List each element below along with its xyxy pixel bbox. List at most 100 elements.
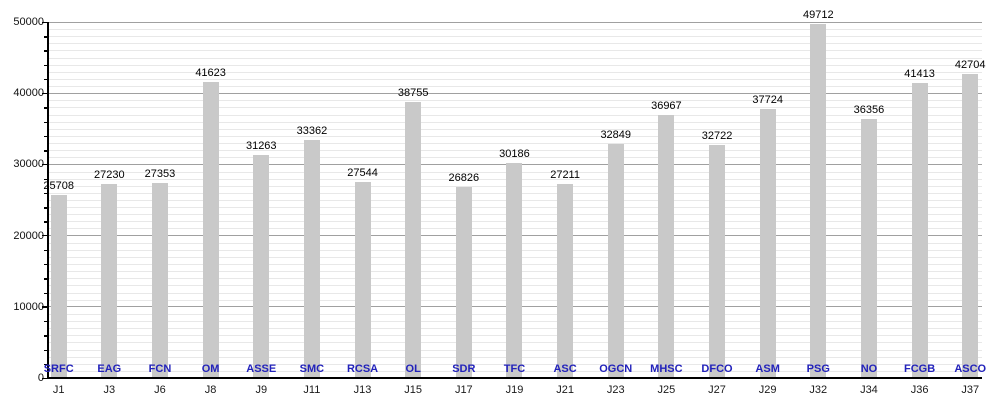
bar [151,183,168,378]
minor-gridline [48,143,982,145]
y-axis-label: 10000 [13,300,44,313]
bar-value-label: 31263 [245,140,277,153]
bar-team-label: TFC [503,363,526,375]
y-axis-minor-tick [44,264,48,266]
y-axis-major-tick [42,306,48,308]
x-axis-label: J8 [204,384,217,396]
y-axis-major-tick [42,92,48,95]
minor-gridline [48,64,982,66]
x-axis-label: J27 [708,384,726,396]
x-axis-label: J11 [303,384,321,396]
y-axis-major-tick [42,377,48,379]
x-axis-label: J36 [910,384,929,396]
bar-team-label: RCSA [346,363,379,375]
y-axis-major-tick [42,235,48,237]
x-axis-label: J13 [353,384,372,396]
y-axis-label: 50000 [13,16,44,28]
y-axis-minor-tick [44,349,48,351]
minor-gridline [48,150,982,152]
bar [253,155,270,378]
bar-value-label: 27211 [550,169,580,182]
y-axis-minor-tick [44,221,48,223]
bar-team-label: ASSE [246,363,277,375]
bar [911,83,928,378]
minor-gridline [48,86,982,88]
minor-gridline [48,78,982,80]
x-axis-label: J1 [52,384,65,396]
bar-value-label: 41623 [195,66,226,79]
x-axis [48,376,982,379]
minor-gridline [48,100,982,102]
y-axis-major-tick [42,21,48,23]
bar-value-label: 27544 [347,166,378,179]
bar [303,140,320,378]
bar-team-label: ASM [755,363,780,375]
major-gridline [48,92,982,94]
minor-gridline [48,121,982,123]
x-axis-label: J17 [454,384,473,396]
x-axis-label: J3 [103,384,116,396]
bar-team-label: SRFC [43,363,74,375]
bar-team-label: DFCO [701,363,733,375]
y-axis [47,22,49,378]
bar-value-label: 30186 [499,148,530,161]
y-axis-label: 0 [37,372,44,384]
x-axis-label: J9 [255,384,268,396]
bar-team-label: OL [405,363,421,375]
minor-gridline [48,36,982,38]
x-axis-label: J6 [154,384,166,396]
bar [50,194,67,378]
bar-team-label: EAG [97,363,122,375]
x-axis-label: J15 [404,384,423,396]
x-axis-label: J21 [556,384,574,396]
minor-gridline [48,43,982,45]
bar-value-label: 36356 [853,104,885,117]
bar-value-label: 36967 [651,99,682,112]
x-axis-label: J23 [606,384,625,396]
y-axis-minor-tick [44,335,48,337]
bar [607,144,624,378]
bar-value-label: 38755 [397,87,429,100]
minor-gridline [48,114,982,116]
y-axis-minor-tick [44,249,48,252]
major-gridline [48,21,982,23]
bar-value-label: 32849 [600,129,632,142]
bar-value-label: 27230 [94,169,125,182]
minor-gridline [48,29,982,31]
y-axis-minor-tick [44,107,48,109]
minor-gridline [48,157,982,159]
minor-gridline [48,128,982,130]
bar [557,184,574,378]
bar-team-label: FCN [148,363,172,375]
y-axis-label: 30000 [13,158,44,171]
bar-team-label: ASC [553,363,577,375]
bar-value-label: 32722 [701,130,733,143]
x-axis-label: J25 [657,384,676,396]
y-axis-major-tick [42,163,48,166]
bar-team-label: MHSC [650,363,683,375]
y-axis-label: 40000 [13,87,44,100]
y-axis-minor-tick [44,135,48,138]
plot-area: 0 10000 20000 30000 40000 50000 25708 SRFC J1 272… [13,9,986,396]
bar [709,145,726,378]
bar [405,102,422,378]
bar-team-label: SDR [452,363,476,375]
bar-team-label: PSG [806,363,830,375]
bar [354,181,371,378]
bar [101,184,118,378]
minor-gridline [48,50,982,52]
y-axis-minor-tick [44,363,48,366]
bar-team-label: OM [201,363,220,375]
bar-value-label: 42704 [954,58,986,71]
bar-team-label: FCGB [903,363,936,375]
bar [860,119,877,378]
y-axis-minor-tick [44,207,48,209]
bar-team-label: ASCO [954,363,987,375]
bar-value-label: 27353 [144,168,176,181]
x-axis-label: J19 [505,384,524,396]
minor-gridline [48,107,982,109]
x-axis-label: J32 [809,384,828,396]
y-axis-minor-tick [44,150,48,152]
bar [962,73,979,378]
